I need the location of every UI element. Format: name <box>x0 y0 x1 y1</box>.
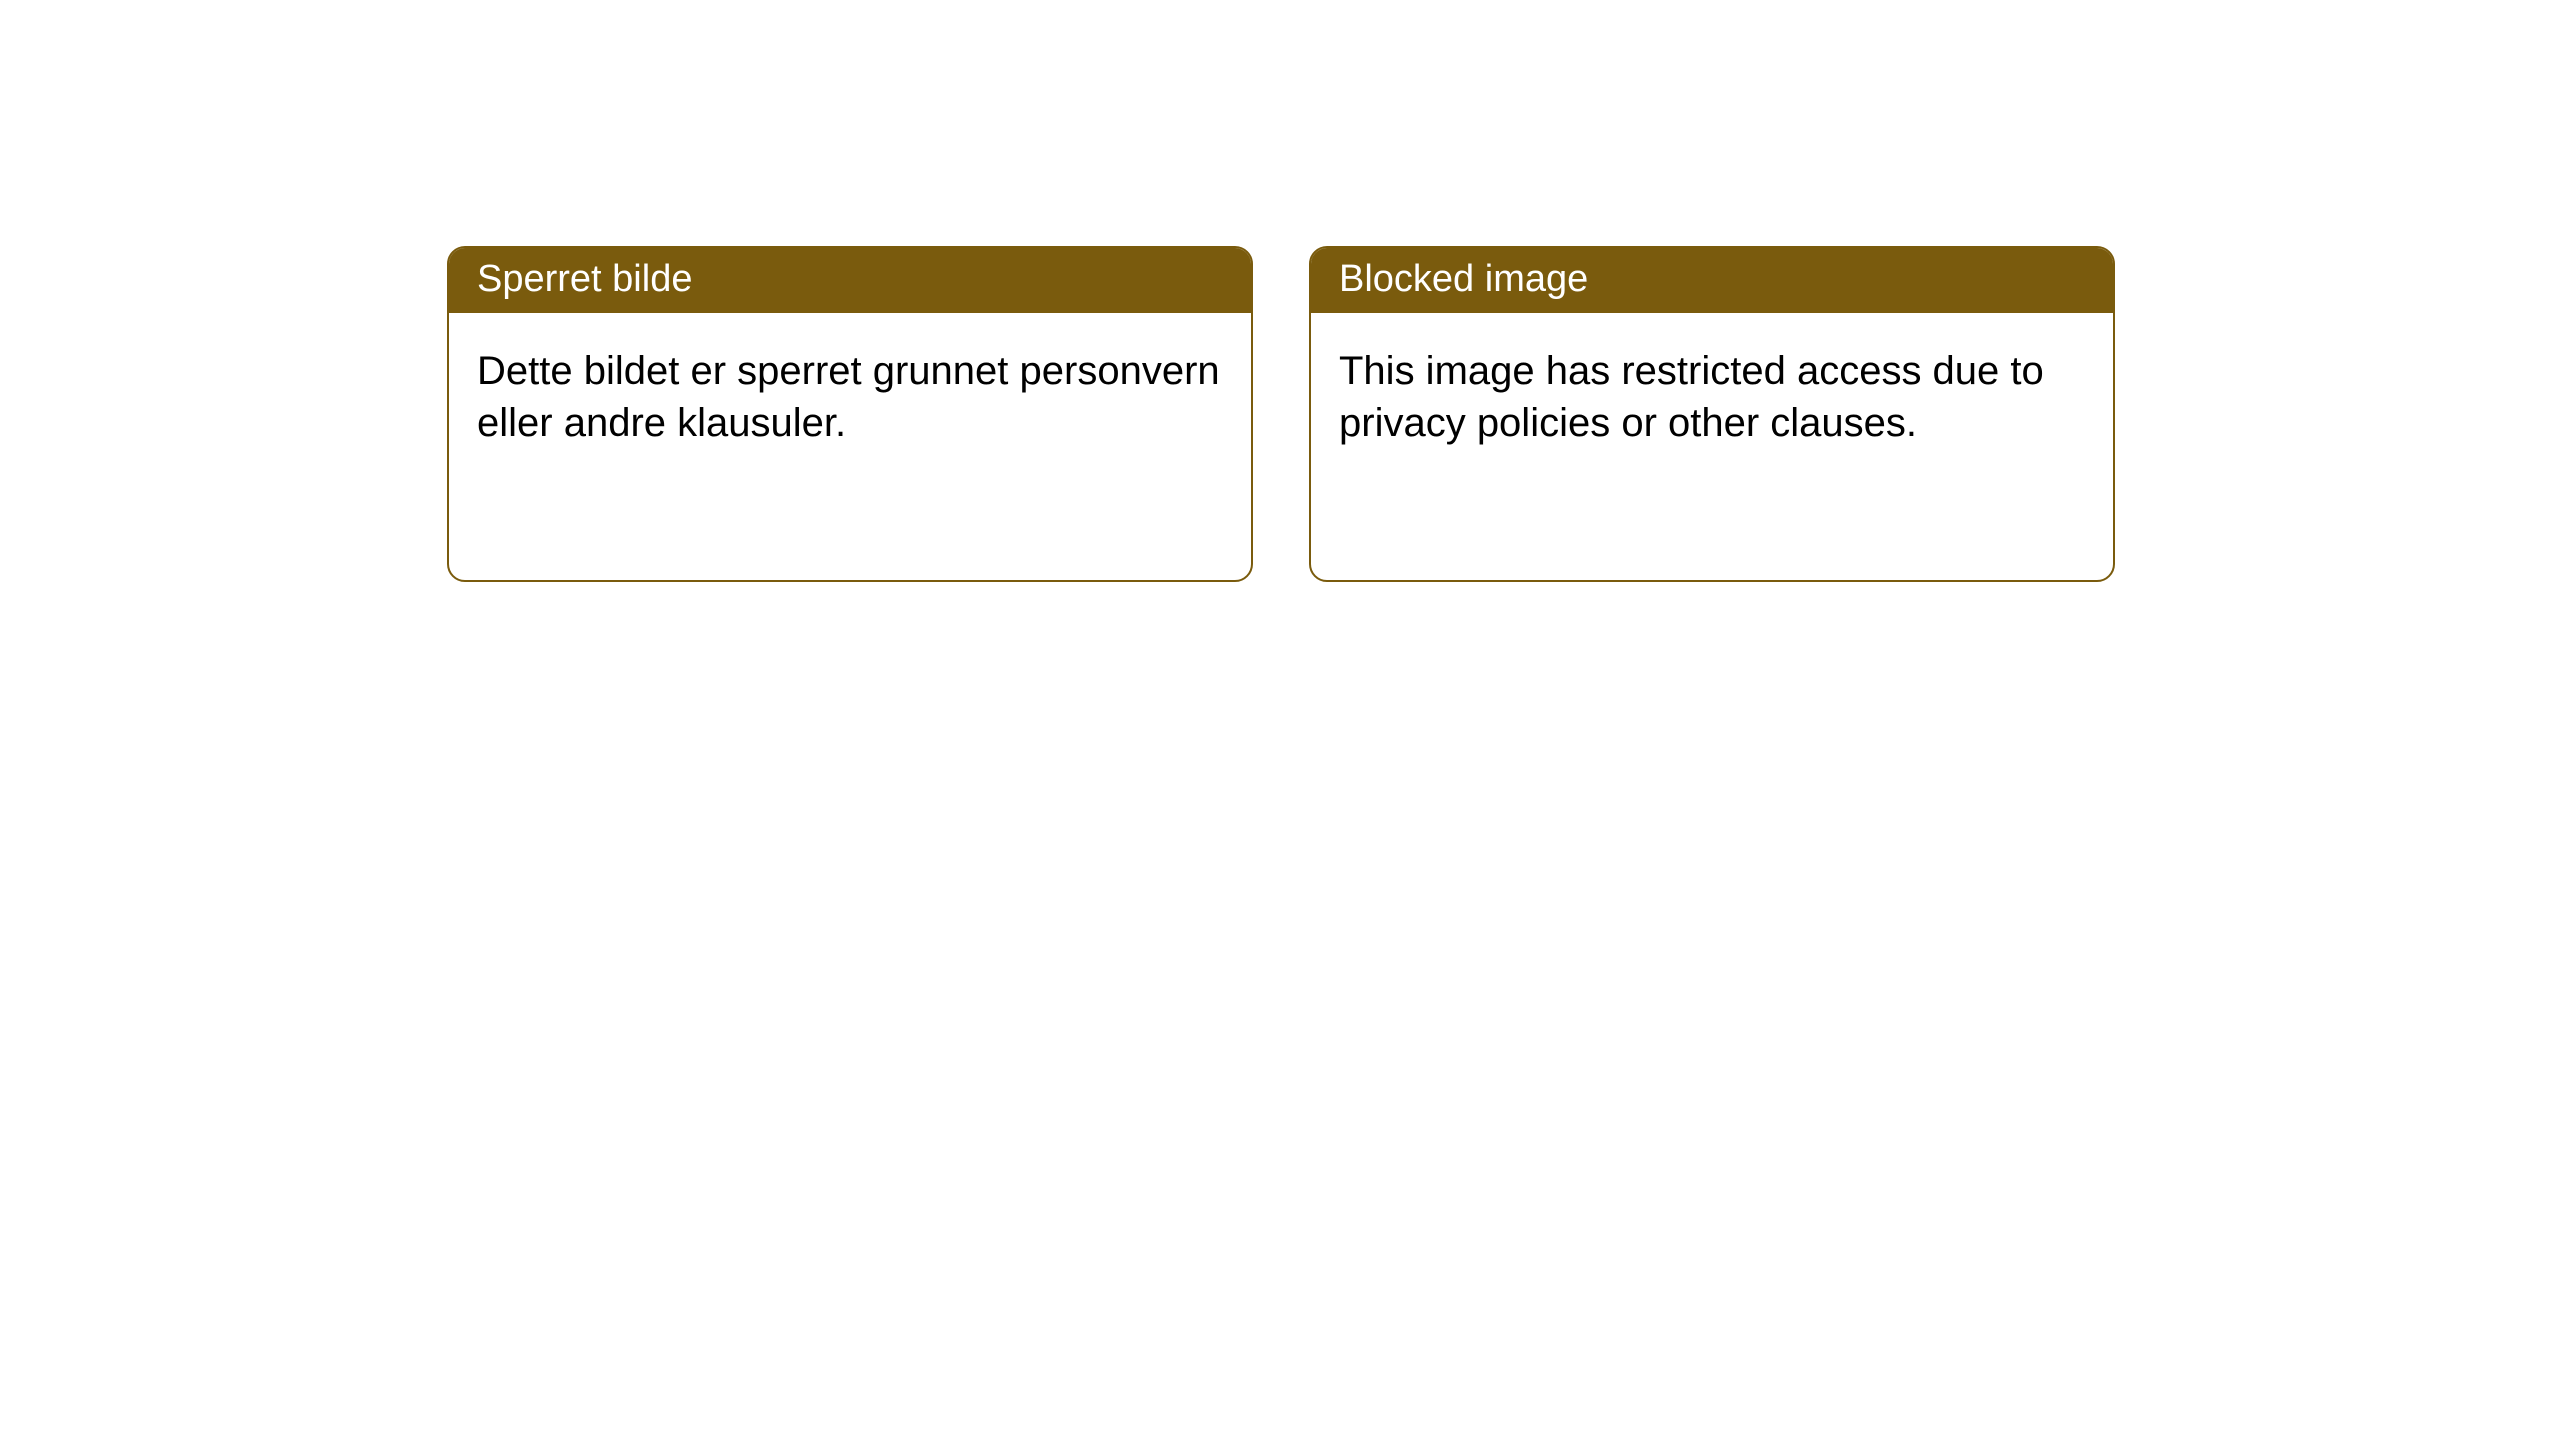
card-body-en: This image has restricted access due to … <box>1311 313 2113 481</box>
blocked-image-card-en: Blocked image This image has restricted … <box>1309 246 2115 582</box>
card-header-en: Blocked image <box>1311 248 2113 313</box>
blocked-image-card-no: Sperret bilde Dette bildet er sperret gr… <box>447 246 1253 582</box>
blocked-image-cards: Sperret bilde Dette bildet er sperret gr… <box>447 246 2560 582</box>
card-header-no: Sperret bilde <box>449 248 1251 313</box>
card-body-no: Dette bildet er sperret grunnet personve… <box>449 313 1251 481</box>
